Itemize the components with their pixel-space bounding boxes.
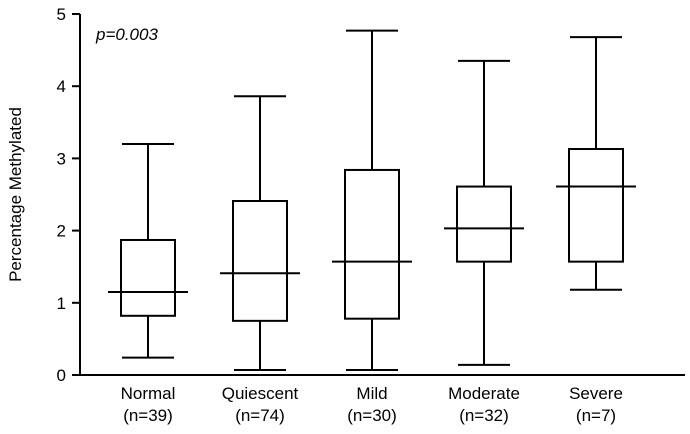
category-label: Severe <box>569 384 623 403</box>
iqr-box <box>456 185 512 263</box>
iqr-box <box>568 148 624 263</box>
category-label: Mild <box>356 384 387 403</box>
boxes <box>108 29 636 371</box>
box-mild <box>332 29 412 371</box>
iqr-box <box>120 238 176 317</box>
y-axis-label: Percentage Methylated <box>6 107 25 282</box>
iqr-box <box>344 168 400 320</box>
category-label: Quiescent <box>222 384 299 403</box>
x-labels: Normal (n=39) Quiescent (n=74) Mild (n=30) Mod… <box>121 384 623 425</box>
category-n-label: (n=32) <box>459 406 509 425</box>
p-value-annotation: p=0.003 <box>95 25 158 44</box>
y-tick-label: 4 <box>57 77 66 96</box>
iqr-box <box>232 199 288 322</box>
box-quiescent <box>220 95 300 371</box>
y-tick-label: 2 <box>57 222 66 241</box>
y-ticks: 0 1 2 3 4 5 <box>57 5 80 385</box>
category-n-label: (n=30) <box>347 406 397 425</box>
category-label: Normal <box>121 384 176 403</box>
box-severe <box>556 36 636 291</box>
box-normal <box>108 142 188 359</box>
axes <box>79 14 685 376</box>
category-n-label: (n=7) <box>576 406 616 425</box>
y-tick-label: 3 <box>57 149 66 168</box>
category-n-label: (n=74) <box>235 406 285 425</box>
y-tick-label: 0 <box>57 366 66 385</box>
category-label: Moderate <box>448 384 520 403</box>
y-tick-label: 5 <box>57 5 66 24</box>
y-tick-label: 1 <box>57 294 66 313</box>
box-moderate <box>444 59 524 366</box>
category-n-label: (n=39) <box>123 406 173 425</box>
